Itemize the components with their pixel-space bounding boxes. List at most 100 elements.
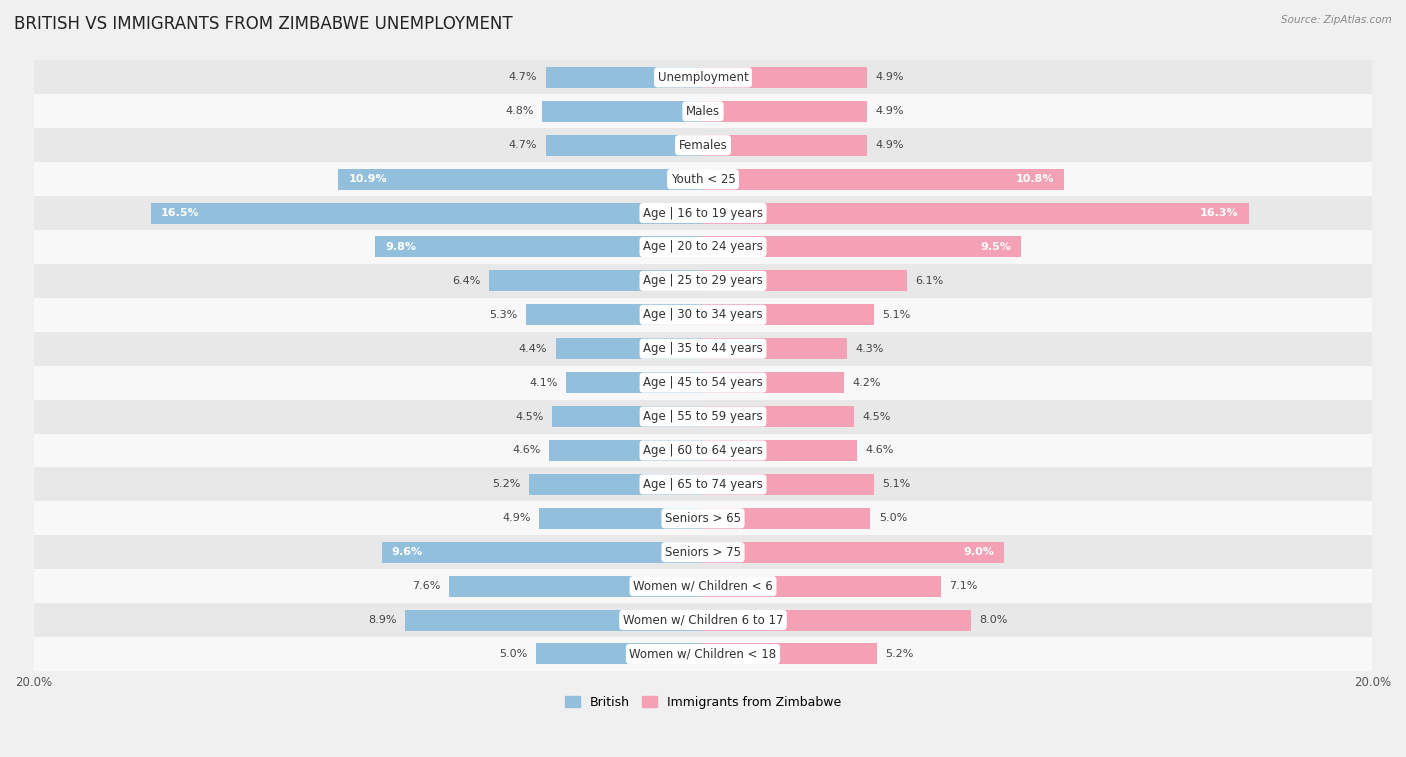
Text: 6.4%: 6.4% <box>453 276 481 286</box>
Bar <box>34 366 1372 400</box>
Bar <box>381 542 703 562</box>
Bar <box>543 101 703 122</box>
Bar <box>34 95 1372 128</box>
Text: 5.0%: 5.0% <box>879 513 907 523</box>
Text: Males: Males <box>686 104 720 118</box>
Text: 6.1%: 6.1% <box>915 276 943 286</box>
Text: 7.6%: 7.6% <box>412 581 440 591</box>
Bar <box>553 406 703 427</box>
Text: 9.8%: 9.8% <box>385 242 416 252</box>
Bar <box>703 372 844 393</box>
Bar <box>34 603 1372 637</box>
Text: Age | 30 to 34 years: Age | 30 to 34 years <box>643 308 763 321</box>
Text: 4.7%: 4.7% <box>509 73 537 83</box>
Bar <box>565 372 703 393</box>
Bar <box>34 400 1372 434</box>
Bar <box>703 508 870 529</box>
Bar <box>34 162 1372 196</box>
Bar <box>703 304 873 326</box>
Text: Age | 35 to 44 years: Age | 35 to 44 years <box>643 342 763 355</box>
Text: Age | 55 to 59 years: Age | 55 to 59 years <box>643 410 763 423</box>
Text: Age | 16 to 19 years: Age | 16 to 19 years <box>643 207 763 220</box>
Bar <box>703 101 868 122</box>
Text: 8.9%: 8.9% <box>368 615 396 625</box>
Text: 4.9%: 4.9% <box>502 513 530 523</box>
Bar <box>703 575 941 597</box>
Text: 16.3%: 16.3% <box>1199 208 1239 218</box>
Bar <box>703 474 873 495</box>
Text: 5.0%: 5.0% <box>499 649 527 659</box>
Bar <box>703 338 846 360</box>
Bar <box>34 196 1372 230</box>
Bar <box>34 332 1372 366</box>
Bar <box>375 236 703 257</box>
Text: Source: ZipAtlas.com: Source: ZipAtlas.com <box>1281 15 1392 25</box>
Text: Women w/ Children < 6: Women w/ Children < 6 <box>633 580 773 593</box>
Text: Age | 45 to 54 years: Age | 45 to 54 years <box>643 376 763 389</box>
Bar <box>703 406 853 427</box>
Text: BRITISH VS IMMIGRANTS FROM ZIMBABWE UNEMPLOYMENT: BRITISH VS IMMIGRANTS FROM ZIMBABWE UNEM… <box>14 15 513 33</box>
Text: Age | 60 to 64 years: Age | 60 to 64 years <box>643 444 763 457</box>
Text: 10.9%: 10.9% <box>349 174 387 184</box>
Bar <box>34 434 1372 467</box>
Legend: British, Immigrants from Zimbabwe: British, Immigrants from Zimbabwe <box>560 690 846 714</box>
Text: 4.2%: 4.2% <box>852 378 880 388</box>
Text: 4.3%: 4.3% <box>855 344 884 354</box>
Bar <box>703 270 907 291</box>
Text: 4.7%: 4.7% <box>509 140 537 150</box>
Text: Women w/ Children 6 to 17: Women w/ Children 6 to 17 <box>623 613 783 627</box>
Bar <box>703 203 1249 223</box>
Text: 4.5%: 4.5% <box>862 412 890 422</box>
Text: 5.2%: 5.2% <box>492 479 520 489</box>
Bar <box>546 135 703 156</box>
Bar <box>548 440 703 461</box>
Text: Age | 20 to 24 years: Age | 20 to 24 years <box>643 241 763 254</box>
Bar <box>489 270 703 291</box>
Bar <box>555 338 703 360</box>
Text: Age | 25 to 29 years: Age | 25 to 29 years <box>643 274 763 288</box>
Text: 4.9%: 4.9% <box>876 73 904 83</box>
Bar <box>526 304 703 326</box>
Bar <box>449 575 703 597</box>
Bar <box>34 501 1372 535</box>
Bar <box>703 135 868 156</box>
Bar <box>703 609 970 631</box>
Text: 8.0%: 8.0% <box>979 615 1008 625</box>
Bar <box>536 643 703 665</box>
Bar <box>150 203 703 223</box>
Text: Women w/ Children < 18: Women w/ Children < 18 <box>630 647 776 660</box>
Bar <box>34 128 1372 162</box>
Text: 4.9%: 4.9% <box>876 106 904 117</box>
Text: 4.4%: 4.4% <box>519 344 547 354</box>
Bar <box>703 440 858 461</box>
Text: 4.8%: 4.8% <box>506 106 534 117</box>
Bar <box>34 467 1372 501</box>
Bar <box>34 535 1372 569</box>
Text: 5.2%: 5.2% <box>886 649 914 659</box>
Bar <box>34 637 1372 671</box>
Text: 4.6%: 4.6% <box>512 445 541 456</box>
Bar <box>34 61 1372 95</box>
Bar <box>703 169 1064 190</box>
Bar <box>703 542 1004 562</box>
Bar <box>703 643 877 665</box>
Text: Age | 65 to 74 years: Age | 65 to 74 years <box>643 478 763 491</box>
Text: 9.5%: 9.5% <box>980 242 1011 252</box>
Text: 5.1%: 5.1% <box>882 479 910 489</box>
Text: Females: Females <box>679 139 727 151</box>
Text: 16.5%: 16.5% <box>160 208 200 218</box>
Bar <box>529 474 703 495</box>
Bar <box>538 508 703 529</box>
Bar <box>703 236 1021 257</box>
Text: 5.1%: 5.1% <box>882 310 910 319</box>
Bar <box>405 609 703 631</box>
Bar <box>34 264 1372 298</box>
Text: 4.6%: 4.6% <box>865 445 894 456</box>
Text: Seniors > 75: Seniors > 75 <box>665 546 741 559</box>
Text: 9.6%: 9.6% <box>392 547 423 557</box>
Bar <box>34 298 1372 332</box>
Bar <box>546 67 703 88</box>
Bar <box>34 230 1372 264</box>
Text: Youth < 25: Youth < 25 <box>671 173 735 185</box>
Text: Seniors > 65: Seniors > 65 <box>665 512 741 525</box>
